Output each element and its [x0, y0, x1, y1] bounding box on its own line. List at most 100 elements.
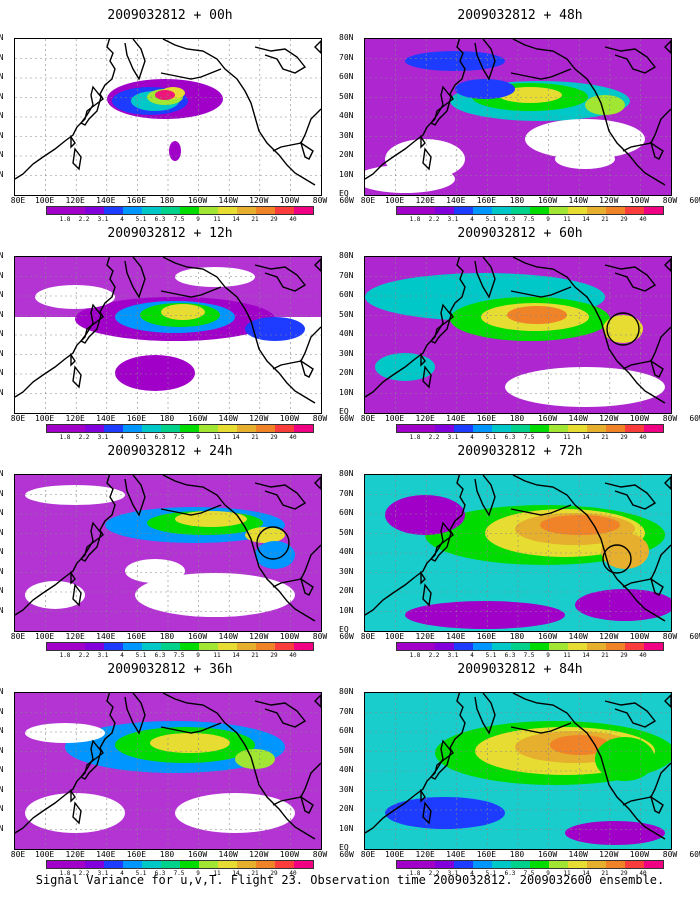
colorbar-swatch	[66, 207, 85, 214]
longitude-label: 160W	[187, 632, 208, 641]
colorbar-swatch	[625, 861, 644, 868]
longitude-label: 120E	[415, 850, 435, 859]
colorbar-swatch	[85, 861, 104, 868]
colorbar-swatch	[625, 207, 644, 214]
colorbar-swatch	[530, 643, 549, 650]
map-panel: 2009032812 + 84h 80N 70N 60N 50N 40N 30N 20N 10N…	[339, 662, 700, 877]
colorbar-swatch	[511, 425, 530, 432]
longitude-label: 120W	[599, 632, 619, 641]
colorbar-swatch	[549, 207, 568, 214]
colorbar-level-label: 6.3	[154, 652, 166, 659]
longitude-label: 160W	[187, 850, 208, 859]
latitude-label: EQ	[339, 189, 349, 198]
longitude-label: 160E	[126, 414, 147, 423]
colorbar-swatch	[549, 861, 568, 868]
colorbar-level-label: 1.8	[409, 216, 421, 223]
colorbar-level-label: 9	[546, 434, 550, 441]
longitude-label: 100E	[384, 850, 405, 859]
latitude-label: 30N	[0, 130, 4, 140]
latitude-label: 70N	[339, 488, 354, 498]
colorbar-swatch	[66, 425, 85, 432]
colorbar-level-label: 6.3	[154, 434, 166, 441]
colorbar-level-label: 21	[601, 652, 609, 659]
colorbar-swatch	[644, 861, 663, 868]
colorbar-level-label: 9	[196, 434, 200, 441]
longitude-label: 80W	[662, 414, 678, 423]
latitude-label: 30N	[0, 566, 4, 576]
colorbar-swatch	[47, 861, 66, 868]
latitude-label: 40N	[339, 111, 354, 120]
colorbar-swatch	[161, 425, 180, 432]
colorbar-level-label: 11	[213, 652, 221, 659]
colorbar-level-label: 29	[620, 434, 628, 441]
colorbar-swatch	[142, 425, 161, 432]
latitude-label: EQ	[339, 407, 349, 416]
colorbar-level-label: 1.8	[59, 216, 71, 223]
latitude-label: 10N	[0, 823, 4, 833]
colorbar-swatch	[275, 861, 294, 868]
colorbar	[396, 424, 664, 433]
longitude-label: 140E	[446, 850, 466, 859]
longitude-label: 80W	[312, 632, 328, 641]
latitude-label: 50N	[339, 91, 354, 101]
colorbar-swatch	[625, 425, 644, 432]
longitude-label: 140W	[218, 850, 238, 859]
latitude-label: EQ	[0, 626, 11, 634]
longitude-label: 140E	[446, 414, 466, 423]
map-panel: 2009032812 + 48h 80N 70N 60N 50N 40N 30N 20N 10N…	[339, 8, 700, 223]
colorbar-level-label: 29	[620, 870, 628, 877]
colorbar-level-label: 5.1	[135, 652, 147, 659]
figure-caption: Signal Variance for u,v,T. Flight 23. Ob…	[35, 873, 665, 887]
colorbar-level-label: 3.1	[97, 652, 109, 659]
colorbar-level-label: 40	[289, 434, 297, 441]
longitude-label: 80W	[662, 196, 678, 205]
colorbar-swatch	[568, 207, 587, 214]
colorbar-swatch	[85, 425, 104, 432]
colorbar-swatch	[397, 425, 416, 432]
variance-map	[15, 475, 321, 631]
latitude-label: 30N	[339, 348, 354, 358]
colorbar-level-label: 4	[470, 652, 474, 659]
colorbar-swatch	[161, 207, 180, 214]
colorbar-swatch	[397, 861, 416, 868]
colorbar-swatch	[66, 861, 85, 868]
latitude-label: 30N	[339, 566, 354, 576]
colorbar-level-label: 14	[232, 434, 240, 441]
latitude-label: 80N	[339, 469, 354, 478]
latitude-label: 60N	[339, 72, 354, 81]
longitude-label: 140E	[96, 196, 116, 205]
longitude-label: 140E	[446, 632, 466, 641]
latitude-label: 20N	[0, 804, 4, 813]
latitude-label: 10N	[0, 605, 4, 615]
colorbar-level-label: 9	[546, 652, 550, 659]
colorbar-swatch	[85, 207, 104, 214]
colorbar-level-label: 9	[546, 870, 550, 877]
map-area	[364, 474, 672, 632]
longitude-label: 100W	[279, 414, 300, 423]
longitude-label: 140W	[568, 414, 588, 423]
colorbar-swatch	[256, 643, 275, 650]
colorbar-level-label: 40	[639, 434, 647, 441]
latitude-label: 20N	[339, 368, 354, 377]
latitude-label: 60N	[339, 290, 354, 299]
latitude-label: 60N	[0, 290, 4, 299]
latitude-label: 20N	[339, 804, 354, 813]
colorbar-swatch	[256, 207, 275, 214]
colorbar-level-label: 21	[601, 870, 609, 877]
colorbar-swatch	[473, 425, 492, 432]
colorbar-swatch	[218, 643, 237, 650]
panel-title: 2009032812 + 24h	[107, 444, 233, 459]
colorbar-swatch	[104, 643, 123, 650]
longitude-label: 180	[509, 414, 525, 423]
longitude-label: 160W	[537, 632, 558, 641]
latitude-label: 70N	[339, 706, 354, 716]
longitude-label: 60W	[689, 850, 700, 859]
longitude-label: 140E	[96, 850, 116, 859]
latitude-label: 30N	[0, 784, 4, 794]
colorbar-swatch	[530, 425, 549, 432]
colorbar-level-label: 7.5	[173, 652, 185, 659]
colorbar-swatch	[492, 207, 511, 214]
longitude-label: 80W	[312, 850, 328, 859]
longitude-label: 100W	[629, 632, 650, 641]
colorbar-swatch	[294, 207, 313, 214]
